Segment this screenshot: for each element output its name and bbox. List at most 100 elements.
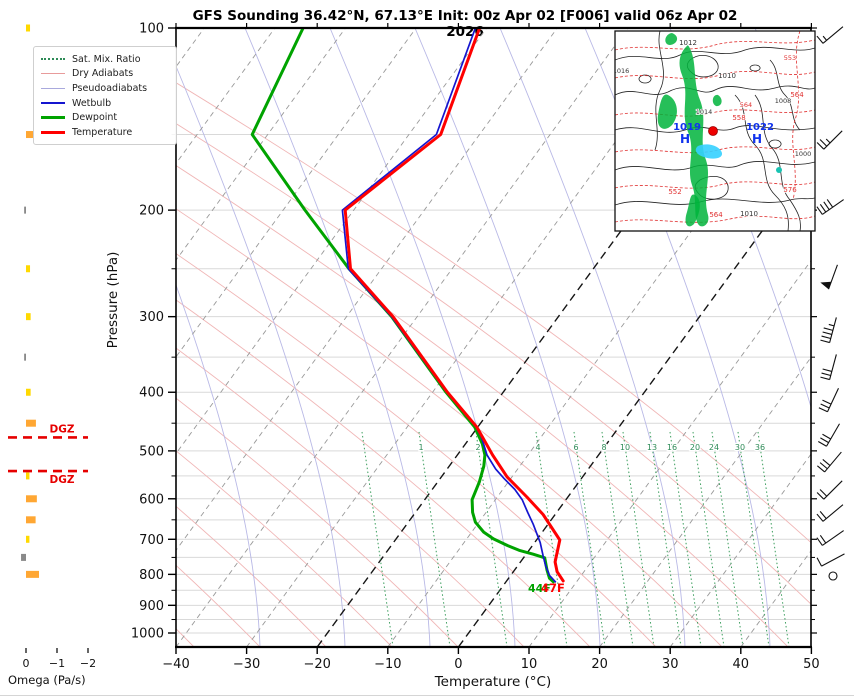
legend-line-sample-icon — [41, 73, 65, 75]
dry-adiabat — [176, 397, 459, 647]
barb-feather — [816, 557, 823, 567]
map-label: H — [680, 132, 690, 146]
temp-tick-label: −40 — [162, 657, 189, 672]
map-precip-area — [685, 194, 700, 227]
map-thickness-contour — [615, 39, 815, 51]
barb-feather — [820, 376, 830, 381]
temp-tick-label: 30 — [662, 657, 679, 672]
mixing-ratio-label: 24 — [709, 443, 719, 452]
pressure-tick-label: 700 — [139, 533, 164, 548]
pressure-tick-label: 100 — [139, 22, 164, 37]
legend-item-label: Sat. Mix. Ratio — [72, 53, 141, 65]
wind-barb — [828, 571, 838, 581]
omega-bar — [21, 553, 26, 561]
temp-tick-label: −30 — [233, 657, 260, 672]
legend-item: Pseudoadiabats — [41, 81, 169, 96]
mixing-ratio-line — [475, 431, 508, 647]
pressure-tick-label: 900 — [139, 599, 164, 614]
barb-half-feather — [828, 323, 835, 327]
temp-tick-label: 40 — [733, 657, 750, 672]
pseudoadiabat — [840, 28, 854, 647]
pressure-tick-label: 800 — [139, 568, 164, 583]
map-precip-area — [712, 94, 722, 107]
legend-line-sample-icon — [41, 116, 65, 120]
legend-line-sample-icon — [41, 130, 65, 134]
map-contour — [749, 64, 761, 72]
temp-tick-label: 10 — [521, 657, 538, 672]
dry-adiabat — [176, 299, 591, 647]
mixing-ratio-line — [622, 431, 655, 647]
map-thickness-contour — [615, 181, 815, 189]
dgz-markers: DGZ DGZ — [8, 423, 88, 486]
omega-bar — [24, 206, 26, 214]
mixing-ratio-label: 16 — [667, 443, 677, 452]
legend-item: Wetbulb — [41, 96, 169, 111]
dry-adiabat — [176, 450, 393, 647]
legend-item-label: Dewpoint — [72, 112, 118, 124]
pseudoadiabat — [244, 28, 431, 647]
legend-item: Sat. Mix. Ratio — [41, 52, 169, 67]
mixing-ratio-line — [418, 431, 451, 647]
mixing-ratio-label: 30 — [735, 443, 745, 452]
pressure-tick-label: 400 — [139, 386, 164, 401]
barb-feather — [819, 489, 828, 497]
omega-bar — [26, 472, 30, 480]
barb-feather — [822, 458, 831, 466]
map-label: 1012 — [679, 39, 697, 47]
map-contour — [734, 94, 789, 231]
omega-bar — [26, 24, 31, 32]
omega-bar — [26, 388, 31, 396]
barb-half-feather — [825, 138, 831, 144]
dry-adiabat — [176, 253, 657, 647]
legend-item: Dry Adiabats — [41, 67, 169, 82]
omega-tick-label: 0 — [23, 657, 30, 670]
barb-shaft — [821, 553, 845, 567]
wind-barb — [816, 26, 844, 44]
barb-feather — [820, 403, 830, 409]
map-contour — [768, 139, 782, 149]
barb-feather — [816, 492, 825, 500]
legend-line-sample-icon — [41, 102, 65, 105]
mixing-ratio-line — [669, 431, 702, 647]
wind-barb — [816, 480, 843, 500]
barb-feather — [823, 201, 830, 210]
dry-adiabat — [176, 347, 525, 647]
pressure-tick-label: 1000 — [131, 627, 164, 642]
isotherm — [599, 356, 811, 647]
omega-axis-title: Omega (Pa/s) — [8, 673, 86, 687]
barb-feather — [821, 372, 831, 377]
barb-feather — [822, 399, 832, 405]
map-precip-area — [679, 45, 709, 227]
wind-barb — [816, 199, 844, 215]
barb-feather — [816, 537, 823, 546]
map-thickness-contour — [615, 215, 815, 223]
map-label: 576 — [783, 186, 797, 194]
mixing-ratio-line — [737, 431, 770, 647]
barb-feather — [823, 327, 834, 331]
wind-barb — [816, 130, 843, 150]
map-label: 1010 — [718, 72, 736, 80]
omega-bar — [26, 131, 35, 139]
mixing-ratio-label: 10 — [620, 443, 630, 452]
barb-feather — [819, 139, 828, 147]
barb-shaft — [823, 130, 843, 150]
wind-barb-column — [816, 26, 845, 581]
surface-value-labels: 44F 47F — [528, 581, 565, 595]
temperature-curve — [343, 28, 565, 583]
mixing-ratio-label: 6 — [573, 443, 578, 452]
mixing-ratio-line — [711, 431, 744, 647]
pseudoadiabat — [499, 28, 686, 647]
map-contour — [654, 31, 664, 151]
map-contour — [615, 161, 815, 171]
wind-barb — [820, 354, 837, 381]
map-label: 553 — [784, 54, 796, 62]
map-label: 564 — [709, 211, 723, 219]
map-precip-area — [665, 33, 678, 45]
mixing-ratio-label: 4 — [535, 443, 540, 452]
dry-adiabat — [176, 208, 723, 647]
mixing-ratio-line — [573, 431, 606, 647]
temp-tick-label: 20 — [591, 657, 608, 672]
dry-adiabat-lines — [176, 82, 811, 647]
